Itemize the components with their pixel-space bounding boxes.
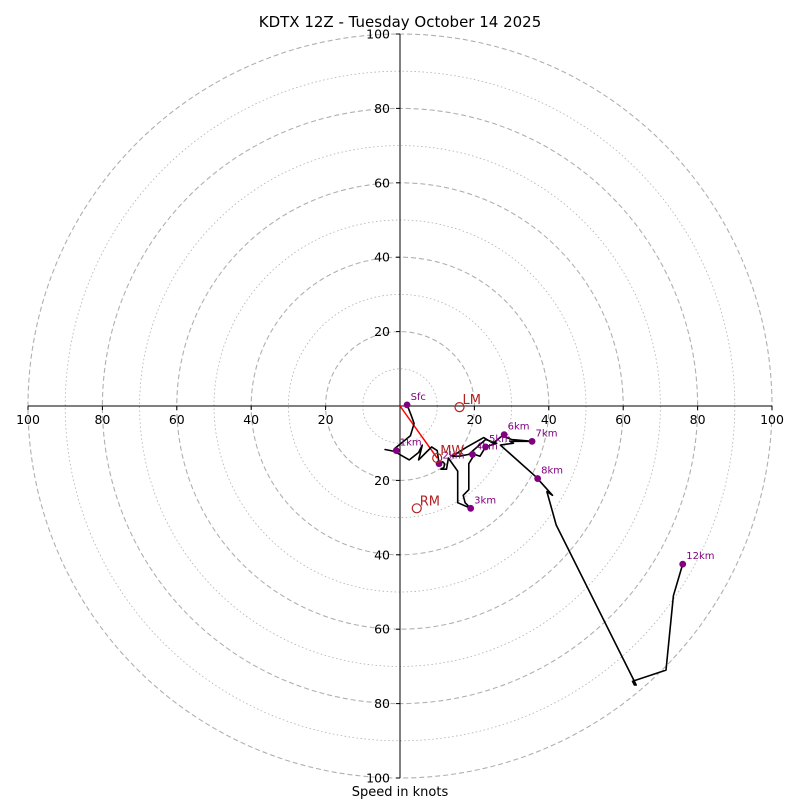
x-tick-label: 20 <box>318 412 334 427</box>
height-marker-6km <box>500 431 508 439</box>
x-tick-label: 80 <box>94 412 110 427</box>
x-tick-label: 60 <box>615 412 631 427</box>
x-tick-label: 100 <box>16 412 40 427</box>
storm-motion-label-rm: RM <box>420 494 440 509</box>
height-markers: Sfc1km2km3km4km5km6km7km8km12km <box>392 392 714 568</box>
x-tick-label: 100 <box>760 412 784 427</box>
chart-title: KDTX 12Z - Tuesday October 14 2025 <box>259 13 542 31</box>
y-tick-label: 60 <box>374 175 390 190</box>
height-marker-3km <box>467 504 475 512</box>
axis-ticks: 100 80 60 40 20 20 40 60 80 100 100 80 6… <box>16 27 784 786</box>
storm-motion-marker-rm <box>411 503 422 514</box>
x-axis-label: Speed in knots <box>352 785 449 800</box>
storm-motion-marker-lm <box>454 402 465 413</box>
storm-motion-label-lm: LM <box>463 393 481 408</box>
height-marker-4km <box>469 450 476 458</box>
storm-motion-markers: LM MW RM <box>411 393 481 514</box>
height-label-7km: 7km <box>536 428 558 439</box>
height-marker-2km <box>435 460 443 468</box>
y-tick-label: 100 <box>366 27 390 42</box>
y-tick-label: 20 <box>374 473 390 488</box>
height-marker-8km <box>534 475 542 482</box>
height-label-1km: 1km <box>400 438 422 449</box>
y-tick-label: 20 <box>374 324 390 339</box>
y-tick-label: 100 <box>366 771 390 786</box>
y-tick-label: 40 <box>374 250 390 265</box>
x-tick-label: 40 <box>541 412 557 427</box>
height-marker-7km <box>528 437 536 445</box>
x-tick-label: 20 <box>466 412 482 427</box>
y-tick-label: 40 <box>374 547 390 562</box>
height-marker-1km <box>392 447 400 455</box>
height-marker-sfc <box>403 401 411 409</box>
height-label-12km: 12km <box>686 551 714 562</box>
height-marker-5km <box>482 443 489 451</box>
x-tick-label: 60 <box>169 412 185 427</box>
height-label-2km: 2km <box>443 451 465 462</box>
storm-motion-marker-mw <box>432 452 443 464</box>
storm-motion-label-mw: MW <box>440 444 464 459</box>
y-tick-label: 80 <box>374 696 390 711</box>
x-tick-label: 40 <box>243 412 259 427</box>
height-label-3km: 3km <box>474 495 496 506</box>
height-label-5km: 5km <box>489 434 511 445</box>
y-tick-label: 80 <box>374 101 390 116</box>
hodograph-trace <box>384 404 684 686</box>
height-label-sfc: Sfc <box>411 392 426 403</box>
height-label-8km: 8km <box>541 466 563 477</box>
x-tick-label: 80 <box>690 412 706 427</box>
mean-wind-segment <box>399 405 438 459</box>
y-tick-label: 60 <box>374 622 390 637</box>
height-label-6km: 6km <box>508 422 530 433</box>
height-marker-12km <box>679 560 687 568</box>
